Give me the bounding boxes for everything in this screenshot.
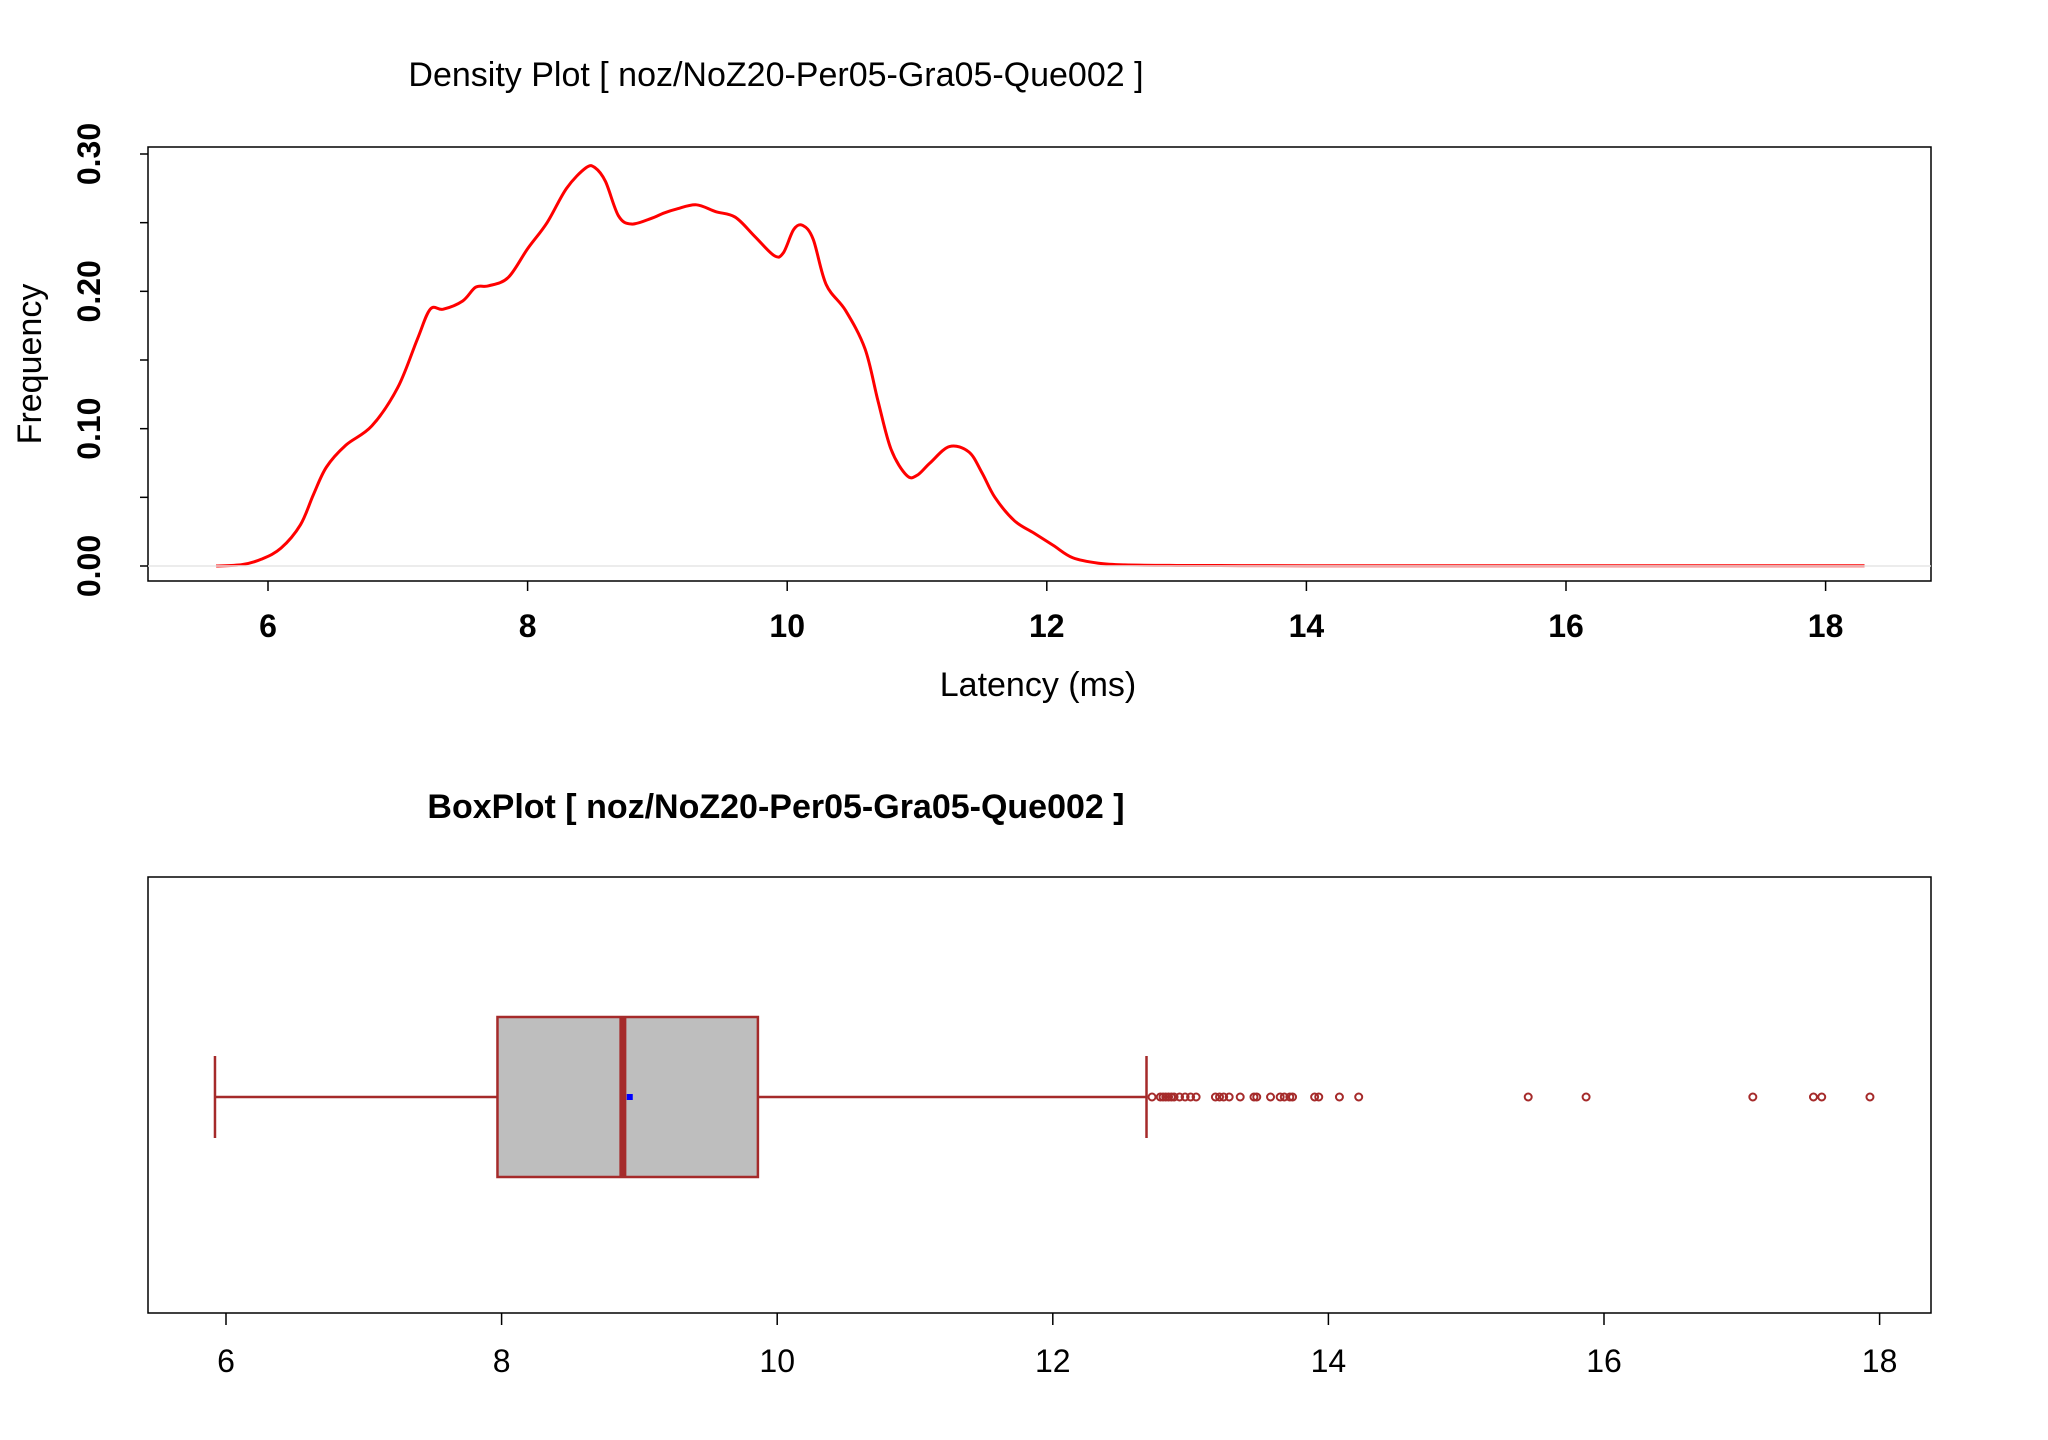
box-x-axis: 6 8 10 12 14 16 18	[217, 1313, 1897, 1379]
density-y-tick-label: 0.20	[71, 260, 107, 322]
box-x-tick-label: 16	[1586, 1343, 1622, 1379]
box-outlier-point	[1279, 1092, 1289, 1102]
box-x-tick-label: 8	[493, 1343, 511, 1379]
box-outlier-point	[1180, 1092, 1190, 1102]
box-outlier-point	[1186, 1092, 1196, 1102]
box-x-tick-label: 10	[759, 1343, 795, 1379]
density-y-axis: 0.00 0.10 0.20 0.30	[71, 123, 148, 597]
density-x-tick-label: 8	[519, 608, 537, 644]
box-outlier-point	[1523, 1092, 1533, 1102]
density-chart-title: Density Plot [ noz/NoZ20-Per05-Gra05-Que…	[408, 56, 1143, 94]
box-outlier-point	[1748, 1092, 1758, 1102]
box-x-tick-label: 6	[217, 1343, 235, 1379]
box-outlier-point	[1252, 1092, 1262, 1102]
density-x-tick-label: 18	[1808, 608, 1844, 644]
box-outlier-point	[1288, 1092, 1298, 1102]
density-chart: Density Plot [ noz/NoZ20-Per05-Gra05-Que…	[11, 56, 1932, 704]
box-outlier-point	[1175, 1092, 1185, 1102]
density-plot-frame	[147, 146, 1932, 582]
box-mean-marker	[626, 1094, 633, 1100]
density-x-tick-label: 10	[769, 608, 805, 644]
box-outlier-point	[1808, 1092, 1818, 1102]
density-x-axis-title: Latency (ms)	[940, 666, 1137, 704]
box-x-tick-label: 14	[1311, 1343, 1347, 1379]
box-outlier-point	[1354, 1092, 1364, 1102]
box-chart-title: BoxPlot [ noz/NoZ20-Per05-Gra05-Que002 ]	[427, 788, 1124, 826]
density-x-tick-label: 12	[1029, 608, 1065, 644]
box-marks	[213, 1015, 1875, 1179]
box-outlier-point	[1334, 1092, 1344, 1102]
box-outlier-point	[1191, 1092, 1201, 1102]
box-outlier-point	[1266, 1092, 1276, 1102]
box-chart: BoxPlot [ noz/NoZ20-Per05-Gra05-Que002 ]…	[147, 788, 1932, 1379]
box-outlier-point	[1865, 1092, 1875, 1102]
box-x-tick-label: 18	[1862, 1343, 1898, 1379]
box-outlier-point	[1219, 1092, 1229, 1102]
density-x-axis: 6 8 10 12 14 16 18	[259, 581, 1843, 644]
density-y-tick-label: 0.10	[71, 398, 107, 460]
box-outlier-point	[1235, 1092, 1245, 1102]
box-outlier-point	[1169, 1092, 1179, 1102]
density-y-tick-label: 0.30	[71, 123, 107, 185]
density-x-tick-label: 14	[1289, 608, 1325, 644]
box-outlier-point	[1210, 1092, 1220, 1102]
density-curve	[216, 164, 1865, 568]
density-x-tick-label: 6	[259, 608, 277, 644]
box-outlier-point	[1310, 1092, 1320, 1102]
box-outlier-point	[1817, 1092, 1827, 1102]
box-outlier-point	[1224, 1092, 1234, 1102]
density-y-tick-label: 0.00	[71, 535, 107, 597]
box-outlier-point	[1581, 1092, 1591, 1102]
box-plot-frame	[147, 876, 1932, 1314]
density-y-axis-title: Frequency	[11, 284, 49, 445]
box-outlier-point	[1314, 1092, 1324, 1102]
box-outlier-point	[1147, 1092, 1157, 1102]
density-x-tick-label: 16	[1548, 608, 1584, 644]
box-outlier-point	[1215, 1092, 1225, 1102]
box-x-tick-label: 12	[1035, 1343, 1071, 1379]
box-outlier-point	[1275, 1092, 1285, 1102]
